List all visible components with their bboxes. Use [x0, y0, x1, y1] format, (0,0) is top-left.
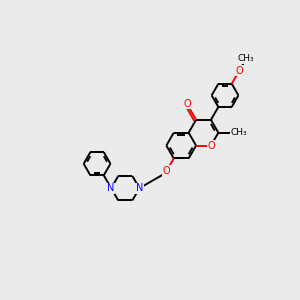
Text: CH₃: CH₃	[238, 54, 254, 63]
Text: CH₃: CH₃	[230, 128, 247, 137]
Text: O: O	[183, 99, 191, 109]
Text: N: N	[107, 183, 115, 193]
Text: O: O	[236, 66, 243, 76]
Text: O: O	[207, 140, 215, 151]
Text: O: O	[163, 166, 171, 176]
Text: N: N	[136, 183, 143, 193]
